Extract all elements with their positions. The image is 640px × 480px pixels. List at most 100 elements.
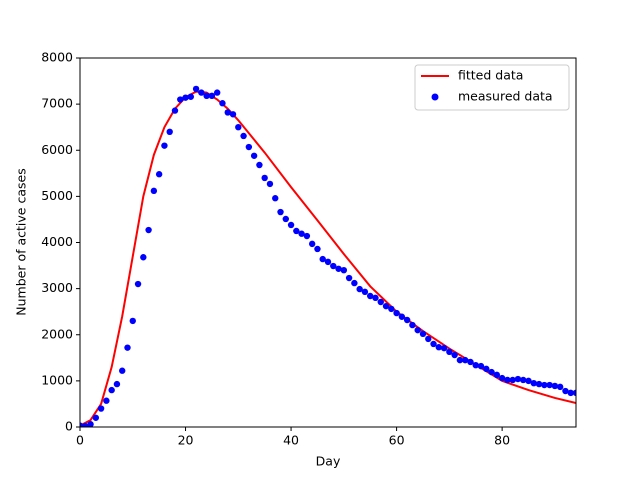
data-point: [145, 226, 152, 234]
data-point: [425, 335, 432, 343]
data-point: [97, 405, 105, 412]
data-point: [113, 380, 121, 388]
data-point: [219, 100, 226, 107]
data-point: [287, 221, 295, 229]
data-point: [293, 227, 300, 235]
data-point: [435, 344, 443, 351]
data-point: [456, 356, 464, 364]
data-point: [388, 305, 395, 313]
data-point: [340, 266, 348, 274]
data-point: [103, 397, 110, 404]
data-point: [361, 288, 369, 296]
data-point: [129, 317, 136, 325]
legend-label: measured data: [458, 89, 553, 104]
y-axis-label: Number of active cases: [14, 168, 29, 315]
data-point: [409, 321, 416, 329]
data-point: [498, 374, 506, 382]
legend-swatch: [431, 93, 439, 101]
y-tick-label: 7000: [41, 96, 73, 111]
x-tick-label: 40: [283, 433, 299, 448]
data-point: [171, 107, 179, 114]
data-point: [351, 279, 358, 287]
data-point: [377, 298, 384, 306]
data-point: [520, 376, 527, 384]
data-point: [308, 240, 316, 248]
data-point: [477, 362, 485, 370]
data-point: [277, 208, 284, 216]
data-point: [314, 245, 321, 253]
data-point: [551, 382, 559, 390]
axes-frame: [79, 57, 577, 428]
data-point: [367, 292, 374, 300]
data-point: [240, 132, 247, 140]
data-point: [451, 351, 458, 359]
data-point: [203, 92, 210, 100]
y-tick-label: 6000: [41, 142, 73, 157]
y-tick-label: 4000: [41, 234, 73, 249]
data-point: [282, 215, 289, 223]
data-point: [298, 230, 305, 237]
data-point: [177, 96, 184, 103]
data-point: [266, 180, 274, 188]
data-point: [272, 195, 279, 202]
data-point: [192, 85, 200, 93]
data-point: [525, 377, 532, 385]
data-point: [182, 94, 189, 101]
data-point: [440, 344, 448, 352]
data-point: [198, 89, 205, 96]
data-point: [303, 232, 311, 240]
data-point: [414, 326, 421, 334]
x-tick-label: 80: [494, 433, 510, 448]
data-point: [150, 187, 158, 195]
data-point: [403, 316, 411, 324]
data-point: [393, 309, 400, 317]
data-point: [119, 367, 126, 374]
data-point: [546, 381, 553, 389]
data-point: [245, 143, 253, 151]
y-tick-label: 5000: [41, 188, 73, 203]
data-point: [166, 128, 173, 135]
data-point: [493, 371, 501, 379]
y-tick-label: 1000: [41, 372, 73, 387]
data-point: [256, 161, 263, 169]
x-tick-label: 20: [178, 433, 194, 448]
data-point: [567, 389, 574, 397]
data-point: [467, 358, 474, 366]
data-point: [335, 265, 342, 272]
data-point: [572, 389, 576, 397]
data-point: [92, 414, 100, 421]
data-point: [430, 340, 437, 348]
data-point: [155, 171, 163, 178]
data-point: [319, 255, 326, 263]
data-point: [541, 381, 548, 389]
data-point: [535, 380, 543, 388]
legend-label: fitted data: [458, 68, 523, 83]
plot-area: [80, 85, 576, 427]
data-point: [330, 262, 337, 270]
data-point: [161, 142, 168, 149]
data-point: [530, 379, 537, 387]
data-point: [483, 365, 490, 373]
data-point: [562, 387, 569, 395]
data-point: [514, 375, 522, 383]
data-point: [235, 123, 242, 131]
x-axis-label: Day: [316, 454, 341, 469]
x-tick-label: 60: [389, 433, 405, 448]
data-point: [488, 368, 495, 376]
y-tick-label: 8000: [41, 50, 73, 65]
data-point: [324, 258, 332, 266]
data-point: [356, 285, 363, 293]
data-point: [261, 174, 268, 182]
data-point: [398, 313, 406, 320]
data-point: [229, 111, 237, 118]
data-point: [419, 330, 427, 338]
data-point: [108, 386, 115, 394]
y-tick-label: 2000: [41, 326, 73, 341]
data-point: [208, 92, 216, 100]
data-point: [509, 376, 516, 384]
data-point: [345, 274, 353, 282]
y-tick-label: 3000: [41, 280, 73, 295]
data-point: [446, 348, 453, 356]
